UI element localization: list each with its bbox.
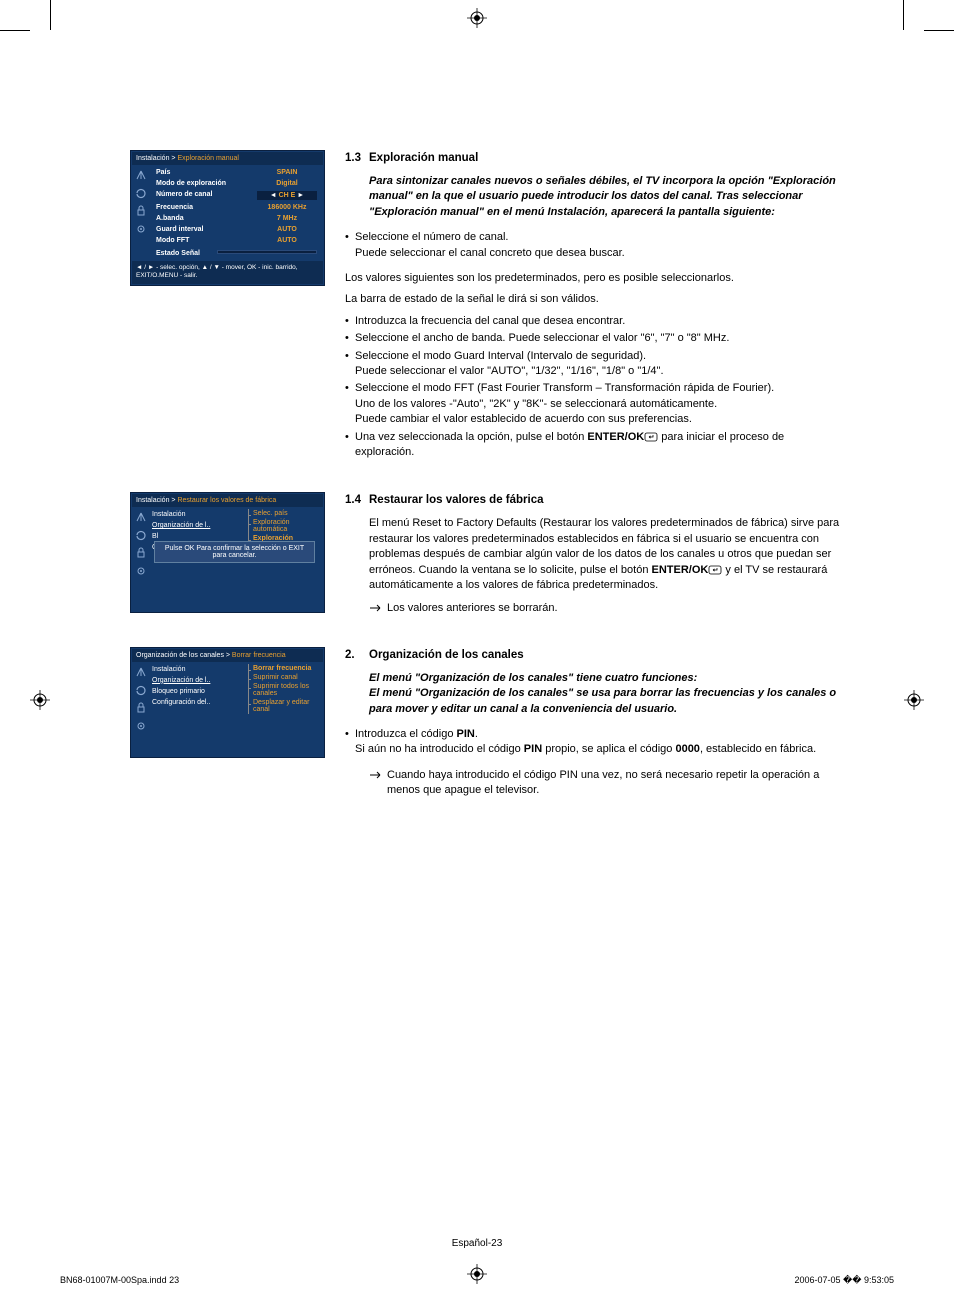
registration-mark-icon <box>467 8 487 28</box>
arrow-icon <box>369 603 383 613</box>
arrow-icon <box>369 770 383 780</box>
note-text: Los valores anteriores se borrarán. <box>369 601 840 616</box>
section-heading: 1.3Exploración manual <box>345 150 840 166</box>
gear-icon <box>134 565 148 577</box>
gear-icon <box>134 720 148 732</box>
intro-text: Para sintonizar canales nuevos o señales… <box>369 174 840 220</box>
refresh-icon <box>134 187 148 199</box>
antenna-icon <box>134 666 148 678</box>
menu-screenshot-3: Organización de los canales > Borrar fre… <box>130 647 325 799</box>
page-content: Instalación > Exploración manual PaísSPA… <box>130 150 840 829</box>
menu-breadcrumb: Organización de los canales > Borrar fre… <box>132 649 323 662</box>
menu-breadcrumb: Instalación > Restaurar los valores de f… <box>132 494 323 507</box>
body-text: Los valores siguientes son los predeterm… <box>345 271 840 286</box>
body-text: El menú Reset to Factory Defaults (Resta… <box>369 516 840 593</box>
print-footer: BN68-01007M-00Spa.indd 23 2006-07-05 �� … <box>60 1275 894 1286</box>
section-heading: 2.Organización de los canales <box>345 647 840 663</box>
registration-mark-icon <box>30 690 50 710</box>
lock-icon <box>134 702 148 714</box>
menu-help-text: ◄ / ► - selec. opción, ▲ / ▼ - mover, OK… <box>132 261 323 284</box>
lock-icon <box>134 547 148 559</box>
enter-icon <box>644 432 658 442</box>
menu-popup: Pulse OK Para confirmar la selección o E… <box>154 541 315 563</box>
body-text: La barra de estado de la señal le dirá s… <box>345 292 840 307</box>
menu-screenshot-1: Instalación > Exploración manual PaísSPA… <box>130 150 325 462</box>
section-1-3: Instalación > Exploración manual PaísSPA… <box>130 150 840 462</box>
refresh-icon <box>134 529 148 541</box>
refresh-icon <box>134 684 148 696</box>
menu-screenshot-2: Instalación > Restaurar los valores de f… <box>130 492 325 616</box>
page-footer: Español-23 <box>0 1238 954 1249</box>
section-2: Organización de los canales > Borrar fre… <box>130 647 840 799</box>
intro-text: El menú "Organización de los canales" ti… <box>369 671 840 717</box>
menu-breadcrumb: Instalación > Exploración manual <box>132 152 323 165</box>
crop-mark <box>924 30 954 31</box>
lock-icon <box>134 205 148 217</box>
antenna-icon <box>134 511 148 523</box>
crop-mark <box>903 0 904 30</box>
gear-icon <box>134 223 148 235</box>
signal-bar <box>217 250 317 254</box>
registration-mark-icon <box>904 690 924 710</box>
section-heading: 1.4Restaurar los valores de fábrica <box>345 492 840 508</box>
section-1-4: Instalación > Restaurar los valores de f… <box>130 492 840 616</box>
crop-mark <box>50 0 51 30</box>
bullet-list: Seleccione el número de canal.Puede sele… <box>345 230 840 261</box>
bullet-list: Introduzca la frecuencia del canal que d… <box>345 314 840 461</box>
note-text: Cuando haya introducido el código PIN un… <box>369 768 840 799</box>
antenna-icon <box>134 169 148 181</box>
crop-mark <box>0 30 30 31</box>
enter-icon <box>708 565 722 575</box>
bullet-list: Introduzca el código PIN. Si aún no ha i… <box>345 727 840 758</box>
